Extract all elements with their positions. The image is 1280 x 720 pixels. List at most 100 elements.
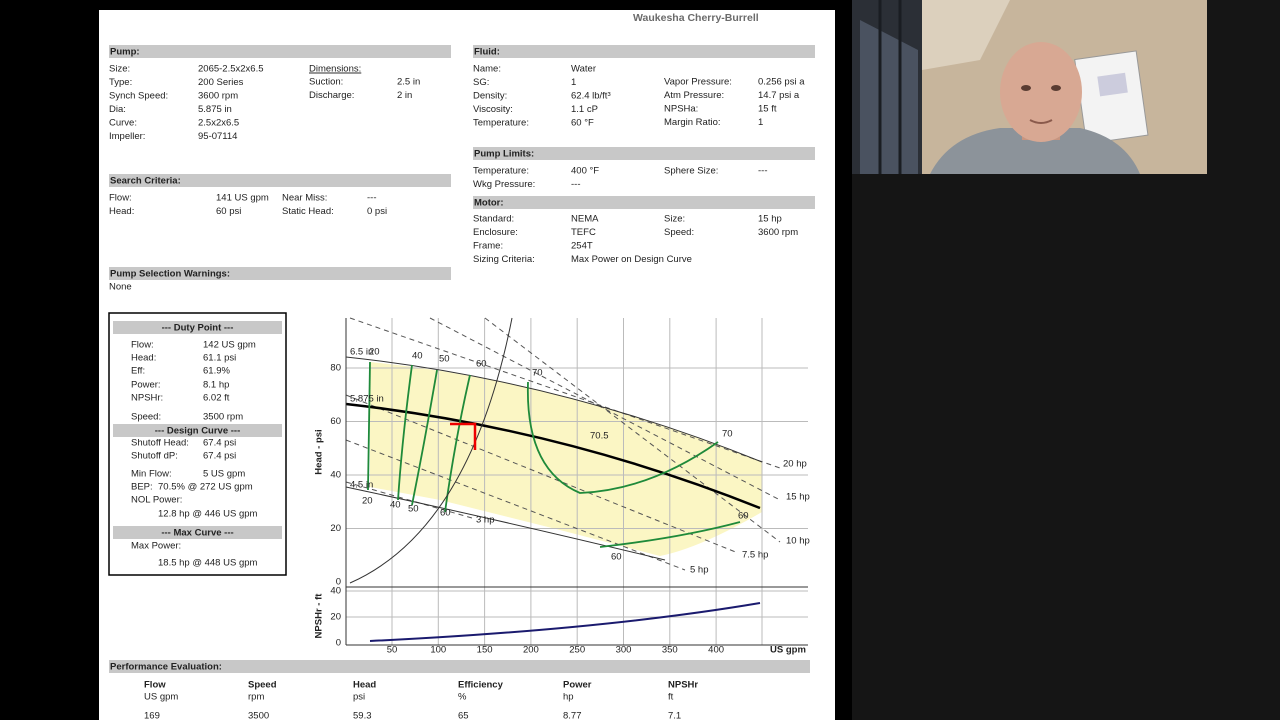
section-title: Pump:: [110, 47, 140, 58]
table-unit: US gpm: [144, 692, 178, 703]
power-line: [349, 317, 781, 469]
table-cell: 7.1: [668, 711, 681, 720]
field-label: Density:: [473, 91, 507, 102]
section-title: Pump Limits:: [474, 149, 534, 160]
efficiency-curve: [599, 521, 741, 548]
efficiency-label: 20: [369, 347, 380, 358]
section-title: Search Criteria:: [110, 176, 181, 187]
field-label: Power:: [131, 380, 161, 391]
table-unit: ft: [668, 692, 674, 703]
power-label: 3 hp: [476, 515, 495, 526]
field-label: Speed:: [664, 227, 694, 238]
power-label: 20 hp: [783, 459, 807, 470]
efficiency-label: 70.5: [590, 431, 609, 442]
field-label: Curve:: [109, 118, 137, 129]
document-page: [99, 10, 835, 720]
power-line: [429, 317, 781, 501]
field-label: Standard:: [473, 214, 514, 225]
table-header: Efficiency: [458, 680, 504, 691]
field-label: Flow:: [131, 340, 154, 351]
efficiency-label: 60: [440, 508, 451, 519]
field-label: Enclosure:: [473, 227, 518, 238]
section-title-bar: [473, 147, 815, 160]
section-title-bar: [109, 174, 451, 187]
efficiency-curve: [367, 361, 371, 491]
field-value: Max Power on Design Curve: [571, 254, 692, 265]
head-curve: [345, 356, 763, 463]
field-value: 3600 rpm: [198, 91, 238, 102]
field-value: 70.5% @ 272 US gpm: [158, 482, 253, 493]
table-unit: psi: [353, 692, 365, 703]
field-value: 18.5 hp @ 448 US gpm: [158, 558, 258, 569]
design-head-curve: [345, 402, 761, 510]
field-value: 3500 rpm: [203, 412, 243, 423]
field-value: 61.9%: [203, 366, 230, 377]
table-header: Flow: [144, 680, 166, 691]
field-label: Shutoff dP:: [131, 451, 178, 462]
x-tick-label: 250: [569, 645, 585, 656]
field-label: Margin Ratio:: [664, 117, 721, 128]
x-tick-label: 150: [477, 645, 493, 656]
curve-label: 5.875 in: [350, 394, 384, 405]
field-label: Temperature:: [473, 166, 529, 177]
y-tick-label: 0: [336, 577, 341, 588]
table-cell: 65: [458, 711, 469, 720]
field-label: Impeller:: [109, 131, 145, 142]
field-value: TEFC: [571, 227, 596, 238]
box-title-bar: [113, 321, 282, 334]
table-unit: hp: [563, 692, 574, 703]
efficiency-curve: [397, 364, 413, 501]
field-value: 0.256 psi a: [758, 77, 805, 88]
grid: [346, 318, 808, 645]
field-value: 60 °F: [571, 118, 594, 129]
section-title: Fluid:: [474, 47, 500, 58]
field-value: 1: [758, 117, 763, 128]
field-value: 141 US gpm: [216, 193, 269, 204]
table-unit: %: [458, 692, 467, 703]
field-value: Water: [571, 64, 596, 75]
field-value: 400 °F: [571, 166, 599, 177]
box-title-bar: [113, 526, 282, 539]
table-cell: 8.77: [563, 711, 582, 720]
duty-box: [108, 312, 287, 576]
webcam-video: [852, 0, 1207, 174]
field-value: 62.4 lb/ft³: [571, 91, 611, 102]
curve-label: 4.5 in: [350, 480, 373, 491]
field-value: ---: [367, 193, 377, 204]
y-tick-label: 0: [336, 638, 341, 649]
box-title-bar: [113, 424, 282, 437]
system-curve: [349, 317, 513, 584]
field-label: Min Flow:: [131, 469, 172, 480]
table-header: NPSHr: [668, 680, 698, 691]
field-label: Sizing Criteria:: [473, 254, 535, 265]
field-value: 15 ft: [758, 104, 777, 115]
efficiency-label: 50: [408, 504, 419, 515]
efficiency-label: 40: [390, 500, 401, 511]
field-label: Head:: [109, 206, 134, 217]
section-title-bar: [473, 196, 815, 209]
field-value: 3600 rpm: [758, 227, 798, 238]
axis-title: Head - psi: [314, 429, 325, 474]
field-value: 254T: [571, 241, 593, 252]
table-header: Speed: [248, 680, 277, 691]
side-panel: [1207, 0, 1280, 174]
table-header: Head: [353, 680, 376, 691]
field-label: Discharge:: [309, 90, 354, 101]
field-label: Temperature:: [473, 118, 529, 129]
field-value: 67.4 psi: [203, 438, 236, 449]
field-value: 95-07114: [198, 131, 237, 142]
field-label: NPSHr:: [131, 393, 163, 404]
field-value: 142 US gpm: [203, 340, 256, 351]
field-value: 6.02 ft: [203, 393, 230, 404]
pump-curve-chart: [345, 317, 808, 646]
x-tick-label: 50: [387, 645, 398, 656]
efficiency-label: 60: [611, 552, 622, 563]
power-label: 15 hp: [786, 492, 810, 503]
subsection-title: Dimensions:: [309, 64, 361, 75]
field-label: Max Power:: [131, 541, 181, 552]
field-label: SG:: [473, 77, 489, 88]
field-label: Size:: [664, 214, 685, 225]
efficiency-label: 20: [362, 496, 373, 507]
x-tick-label: 100: [430, 645, 446, 656]
section-title-bar: [109, 45, 451, 58]
